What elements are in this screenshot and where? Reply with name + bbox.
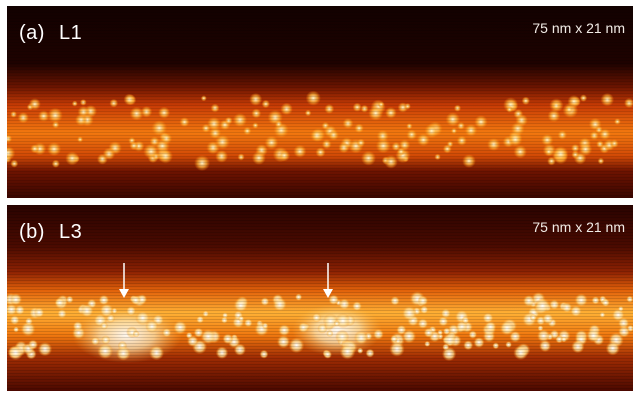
panel-letter-b: (b) xyxy=(19,221,45,243)
stm-image-a xyxy=(7,6,633,198)
panel-label-b: (b) L3 xyxy=(19,221,82,244)
panel-label-a: (a) L1 xyxy=(19,22,82,45)
stm-image-b xyxy=(7,205,633,391)
scale-label-b: 75 nm x 21 nm xyxy=(532,219,625,235)
layer-label-a: L1 xyxy=(58,22,83,44)
panel-letter-a: (a) xyxy=(19,22,45,44)
scale-label-a: 75 nm x 21 nm xyxy=(532,20,625,36)
arrow-marker-1 xyxy=(119,263,129,298)
layer-label-b: L3 xyxy=(58,221,83,243)
stm-image-panel-b: (b) L3 75 nm x 21 nm xyxy=(7,205,633,391)
arrow-marker-2 xyxy=(323,263,333,298)
stm-image-panel-a: (a) L1 75 nm x 21 nm xyxy=(7,6,633,198)
